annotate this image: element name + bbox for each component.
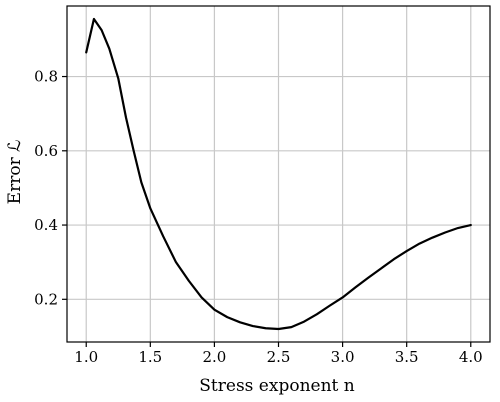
- x-tick-label: 1.5: [138, 348, 162, 366]
- x-tick-label: 1.0: [74, 348, 98, 366]
- x-tick-label: 2.0: [202, 348, 226, 366]
- x-tick-label: 3.0: [331, 348, 355, 366]
- x-tick-label: 2.5: [267, 348, 291, 366]
- x-tick-label: 4.0: [459, 348, 483, 366]
- y-axis-ticks: 0.2 0.4 0.6 0.8: [34, 68, 67, 308]
- x-axis-label: Stress exponent n: [199, 376, 354, 396]
- x-axis-ticks: 1.0 1.5 2.0 2.5 3.0 3.5 4.0: [74, 342, 483, 366]
- y-axis-label: Error ℒ: [5, 140, 25, 205]
- y-tick-label: 0.2: [34, 290, 58, 308]
- y-tick-label: 0.8: [34, 68, 58, 86]
- x-tick-label: 3.5: [395, 348, 419, 366]
- y-tick-label: 0.4: [34, 216, 58, 234]
- grid: [67, 6, 490, 342]
- y-tick-label: 0.6: [34, 142, 58, 160]
- error-curve: [85, 17, 472, 331]
